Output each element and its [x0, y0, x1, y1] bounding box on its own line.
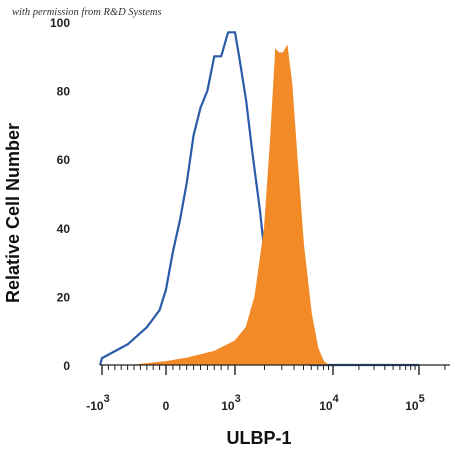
x-tick-label: 103: [221, 393, 240, 413]
y-tick-label: 0: [63, 359, 70, 373]
series-filled-histogram: [100, 44, 419, 366]
y-tick-label: 20: [57, 290, 71, 304]
y-tick-label: 40: [57, 222, 71, 236]
x-axis-title: ULBP-1: [226, 428, 291, 448]
x-tick-label: -103: [86, 393, 109, 413]
y-tick-label: 60: [57, 153, 71, 167]
x-tick-label: 104: [319, 393, 339, 413]
axis-layer: [100, 364, 450, 375]
x-tick-label: 105: [405, 393, 424, 413]
series-layer: [98, 31, 419, 367]
y-tick-labels: 0 20 40 60 80 100: [50, 16, 70, 373]
x-tick-label: 0: [163, 399, 170, 413]
y-tick-label: 100: [50, 16, 70, 30]
x-tick-labels: -103 0 103 104 105: [86, 393, 424, 413]
y-tick-label: 80: [57, 85, 71, 99]
y-axis-title: Relative Cell Number: [3, 123, 23, 303]
watermark: with permission from R&D Systems: [12, 7, 162, 18]
